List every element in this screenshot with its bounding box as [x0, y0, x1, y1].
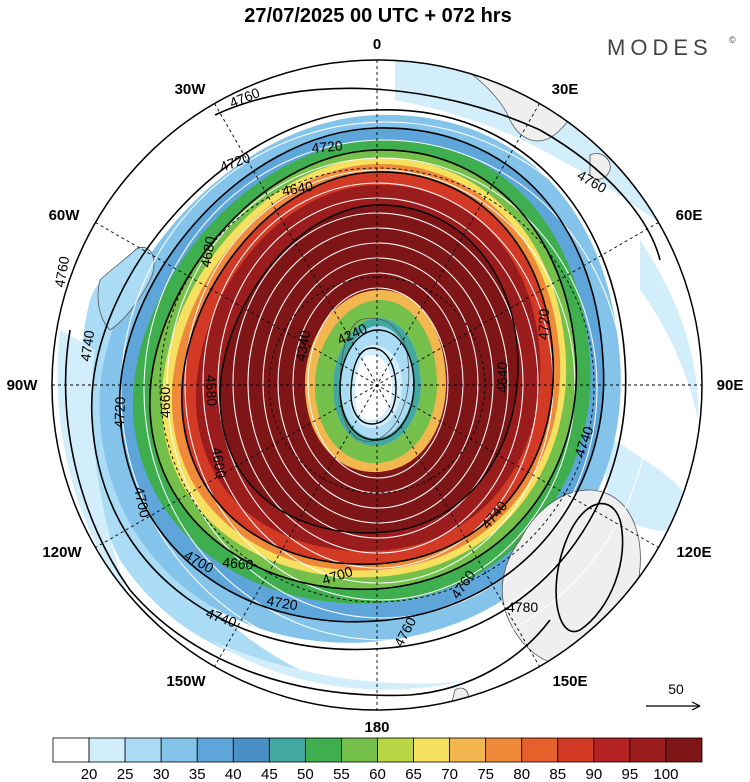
lon-label-180: 180: [364, 719, 389, 736]
contour-label: 4600: [209, 446, 229, 479]
colorbar-swatch: [413, 737, 451, 763]
colorbar-swatch: [304, 737, 342, 763]
contour-label: 4680: [197, 235, 218, 269]
contour-label: 4700: [131, 485, 153, 519]
colorbar-tick-label: 25: [117, 766, 134, 782]
lon-label-150e: 150E: [552, 673, 587, 690]
colorbar-tick-label: 75: [477, 766, 494, 782]
contour-label: 4780: [507, 599, 538, 615]
south-america-landmass: [97, 247, 155, 331]
contour-label: 4720: [311, 137, 344, 156]
lon-label-90e: 90E: [717, 377, 744, 394]
contour-label: 4760: [51, 255, 72, 289]
brand-text: MODES: [607, 35, 713, 60]
colorbar-tick-label: 55: [333, 766, 350, 782]
contour-label: 4660: [157, 387, 173, 418]
lon-label-30e: 30E: [552, 81, 579, 98]
lon-label-120e: 120E: [676, 544, 711, 561]
colorbar-swatch: [52, 737, 90, 763]
colorbar-tick-label: 65: [405, 766, 422, 782]
lon-label-150w: 150W: [166, 673, 206, 690]
contour-label: 4660: [222, 554, 255, 573]
colorbar-swatch: [377, 737, 414, 763]
height-contours: [64, 87, 661, 697]
contour-label: 4640: [494, 362, 510, 393]
colorbar-tick-label: 100: [653, 766, 678, 782]
contour-label: 4580: [203, 375, 220, 407]
longitude-labels: 0 30E 60E 90E 120E 150E 180 150W 120W 90…: [7, 36, 744, 736]
map-title: 27/07/2025 00 UTC + 072 hrs: [244, 5, 511, 27]
colorbar-tick-label: 20: [81, 766, 98, 782]
colorbar-tick-label: 70: [441, 766, 458, 782]
colorbar-swatch: [485, 737, 523, 763]
colorbar-tick-label: 90: [585, 766, 602, 782]
colorbar-swatch: [629, 737, 667, 763]
reference-vector-label: 50: [668, 681, 684, 697]
wind-speed-colorbar: 20 25 30 35 40 45 50 55 60 65 70 75 80 85 90 95 100: [52, 737, 703, 782]
contour-label: 4720: [535, 308, 552, 340]
contour-label: 4720: [111, 396, 128, 428]
lon-label-30w: 30W: [175, 81, 207, 98]
brand-logo: MODES ©: [607, 35, 736, 60]
colorbar-tick-label: 80: [513, 766, 530, 782]
colorbar-tick-label: 45: [261, 766, 278, 782]
colorbar-tick-label: 35: [189, 766, 206, 782]
colorbar-swatch: [521, 737, 559, 763]
reference-vector: 50: [646, 681, 701, 711]
lon-label-60w: 60W: [49, 207, 81, 224]
colorbar-swatch: [196, 737, 234, 763]
graticule: [52, 60, 702, 710]
colorbar-tick-label: 50: [297, 766, 314, 782]
colorbar-swatch: [449, 737, 487, 763]
colorbar-swatch: [88, 737, 126, 763]
lon-label-120w: 120W: [42, 544, 82, 561]
map-border: [51, 59, 703, 711]
colorbar-swatch: [124, 737, 162, 763]
lon-label-60e: 60E: [676, 207, 703, 224]
colorbar-swatch: [593, 737, 631, 763]
lon-label-0: 0: [373, 36, 381, 53]
lon-label-90w: 90W: [7, 377, 39, 394]
colorbar-tick-label: 95: [622, 766, 639, 782]
colorbar-tick-label: 85: [549, 766, 566, 782]
colorbar-swatch: [557, 737, 595, 763]
brand-copyright: ©: [729, 35, 736, 45]
contour-label: 4640: [281, 178, 315, 199]
colorbar-swatch: [665, 737, 703, 763]
contour-label: 4340: [292, 329, 313, 363]
colorbar-swatch: [160, 737, 198, 763]
colorbar-swatch: [232, 737, 270, 763]
contour-label: 4720: [265, 592, 299, 613]
colorbar-tick-label: 30: [153, 766, 170, 782]
colorbar-tick-label: 40: [225, 766, 242, 782]
madagascar-landmass: [589, 153, 611, 180]
contour-label: 4740: [77, 329, 97, 362]
colorbar-swatch: [341, 737, 378, 763]
colorbar-tick-label: 60: [369, 766, 386, 782]
colorbar-swatch: [268, 737, 306, 763]
map-disc: [52, 60, 702, 710]
